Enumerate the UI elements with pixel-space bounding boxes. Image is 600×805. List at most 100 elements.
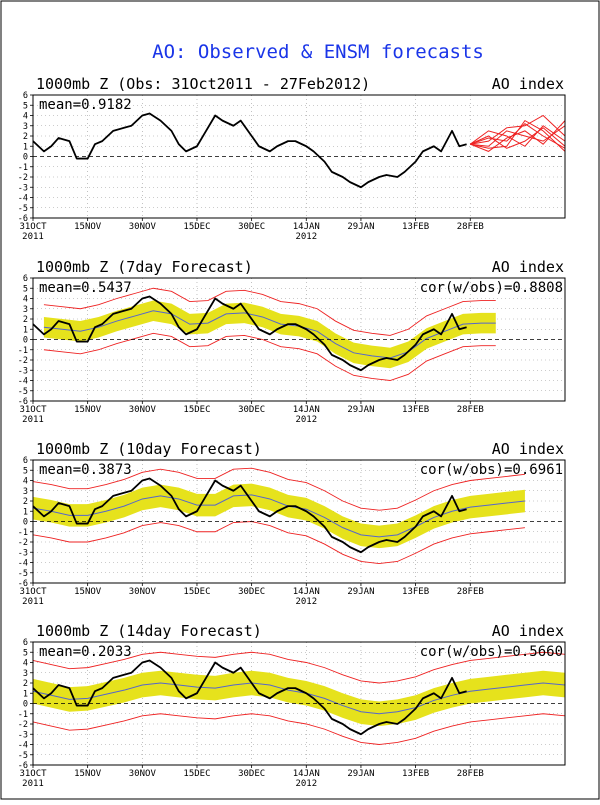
y-tick-label: -5 (18, 204, 28, 214)
observed-line (32, 477, 467, 554)
envelope-upper-line (32, 651, 566, 684)
y-tick-label: -4 (18, 194, 28, 204)
y-tick-label: 0 (23, 336, 28, 346)
y-tick-label: 4 (23, 112, 28, 122)
y-tick-label: 6 (23, 91, 28, 101)
ensemble-mean-line (43, 310, 496, 359)
x-tick-label: 29JAN (347, 222, 374, 232)
y-tick-label: -4 (18, 559, 28, 569)
y-tick-label: 6 (23, 638, 28, 648)
mean-label: mean=0.3873 (39, 462, 132, 478)
ensemble-mean-line (32, 682, 566, 715)
correlation-label: cor(w/obs)=0.5660 (420, 644, 563, 660)
y-tick-label: 6 (23, 456, 28, 466)
x-year-label: 2011 (22, 597, 44, 607)
observed-line (32, 295, 467, 372)
x-tick-label: 15DEC (183, 587, 210, 597)
y-tick-label: -2 (18, 356, 28, 366)
x-tick-label: 15NOV (74, 405, 102, 415)
chart-panel-4: 1000mb Z (14day Forecast) AO index-6-5-4-… (18, 622, 566, 789)
member-forecast-line (470, 120, 566, 152)
x-tick-label: 15DEC (183, 769, 210, 779)
x-tick-label: 31OCT (19, 405, 47, 415)
y-tick-label: -2 (18, 173, 28, 183)
correlation-label: cor(w/obs)=0.6961 (420, 462, 563, 478)
x-tick-label: 31OCT (19, 769, 47, 779)
y-tick-label: -6 (18, 579, 28, 589)
mean-label: mean=0.5437 (39, 280, 132, 296)
x-year-label: 2012 (295, 232, 317, 242)
y-tick-label: -5 (18, 387, 28, 397)
y-tick-label: 0 (23, 153, 28, 163)
x-tick-label: 13FEB (402, 587, 429, 597)
member-forecast-line (469, 125, 566, 147)
y-tick-label: 5 (23, 101, 28, 111)
y-tick-label: 2 (23, 132, 28, 142)
member-forecast-line (470, 127, 566, 149)
y-tick-label: -3 (18, 730, 28, 740)
panel-title: 1000mb Z (7day Forecast) (36, 258, 253, 276)
observed-line (32, 659, 467, 736)
y-tick-label: 2 (23, 315, 28, 325)
index-label: AO index (492, 258, 564, 276)
index-label: AO index (492, 440, 564, 458)
x-tick-label: 30NOV (129, 222, 157, 232)
y-tick-label: -1 (18, 163, 28, 173)
y-tick-label: -1 (18, 346, 28, 356)
observed-line (32, 112, 467, 189)
panel-title: 1000mb Z (14day Forecast) (36, 622, 262, 640)
y-tick-label: -6 (18, 397, 28, 407)
panel-title: 1000mb Z (10day Forecast) (36, 440, 262, 458)
x-tick-label: 13FEB (402, 769, 429, 779)
x-tick-label: 29JAN (347, 587, 374, 597)
index-label: AO index (492, 75, 564, 93)
y-tick-label: -3 (18, 183, 28, 193)
x-tick-label: 29JAN (347, 405, 374, 415)
x-tick-label: 15NOV (74, 587, 102, 597)
envelope-lower-line (32, 713, 566, 745)
x-tick-label: 28FEB (457, 405, 484, 415)
member-forecast-line (470, 114, 566, 145)
y-tick-label: 1 (23, 689, 28, 699)
x-year-label: 2011 (22, 779, 44, 789)
x-tick-label: 30NOV (129, 587, 157, 597)
y-tick-label: 4 (23, 659, 28, 669)
correlation-label: cor(w/obs)=0.8808 (420, 280, 563, 296)
y-tick-label: 3 (23, 122, 28, 132)
y-tick-label: 0 (23, 700, 28, 710)
x-tick-label: 28FEB (457, 587, 484, 597)
x-tick-label: 14JAN (293, 222, 320, 232)
y-tick-label: -1 (18, 528, 28, 538)
y-tick-label: 5 (23, 648, 28, 658)
spread-band (43, 300, 496, 369)
y-tick-label: -2 (18, 538, 28, 548)
mean-label: mean=0.2033 (39, 644, 132, 660)
y-tick-label: 5 (23, 466, 28, 476)
y-tick-label: -3 (18, 548, 28, 558)
x-year-label: 2011 (22, 415, 44, 425)
x-tick-label: 30NOV (129, 769, 157, 779)
y-tick-label: -6 (18, 761, 28, 771)
envelope-upper-line (43, 287, 496, 336)
x-tick-label: 14JAN (293, 587, 320, 597)
y-tick-label: 0 (23, 518, 28, 528)
y-tick-label: 1 (23, 142, 28, 152)
envelope-lower-line (43, 332, 496, 381)
y-tick-label: 3 (23, 305, 28, 315)
index-label: AO index (492, 622, 564, 640)
y-tick-label: -4 (18, 741, 28, 751)
y-tick-label: 4 (23, 295, 28, 305)
x-year-label: 2012 (295, 597, 317, 607)
y-tick-label: 5 (23, 284, 28, 294)
x-tick-label: 31OCT (19, 222, 47, 232)
x-tick-label: 13FEB (402, 222, 429, 232)
x-year-label: 2012 (295, 779, 317, 789)
x-tick-label: 14JAN (293, 405, 320, 415)
x-tick-label: 30DEC (238, 769, 265, 779)
y-tick-label: 3 (23, 487, 28, 497)
x-tick-label: 30DEC (238, 587, 265, 597)
y-tick-label: -3 (18, 366, 28, 376)
x-year-label: 2011 (22, 232, 44, 242)
